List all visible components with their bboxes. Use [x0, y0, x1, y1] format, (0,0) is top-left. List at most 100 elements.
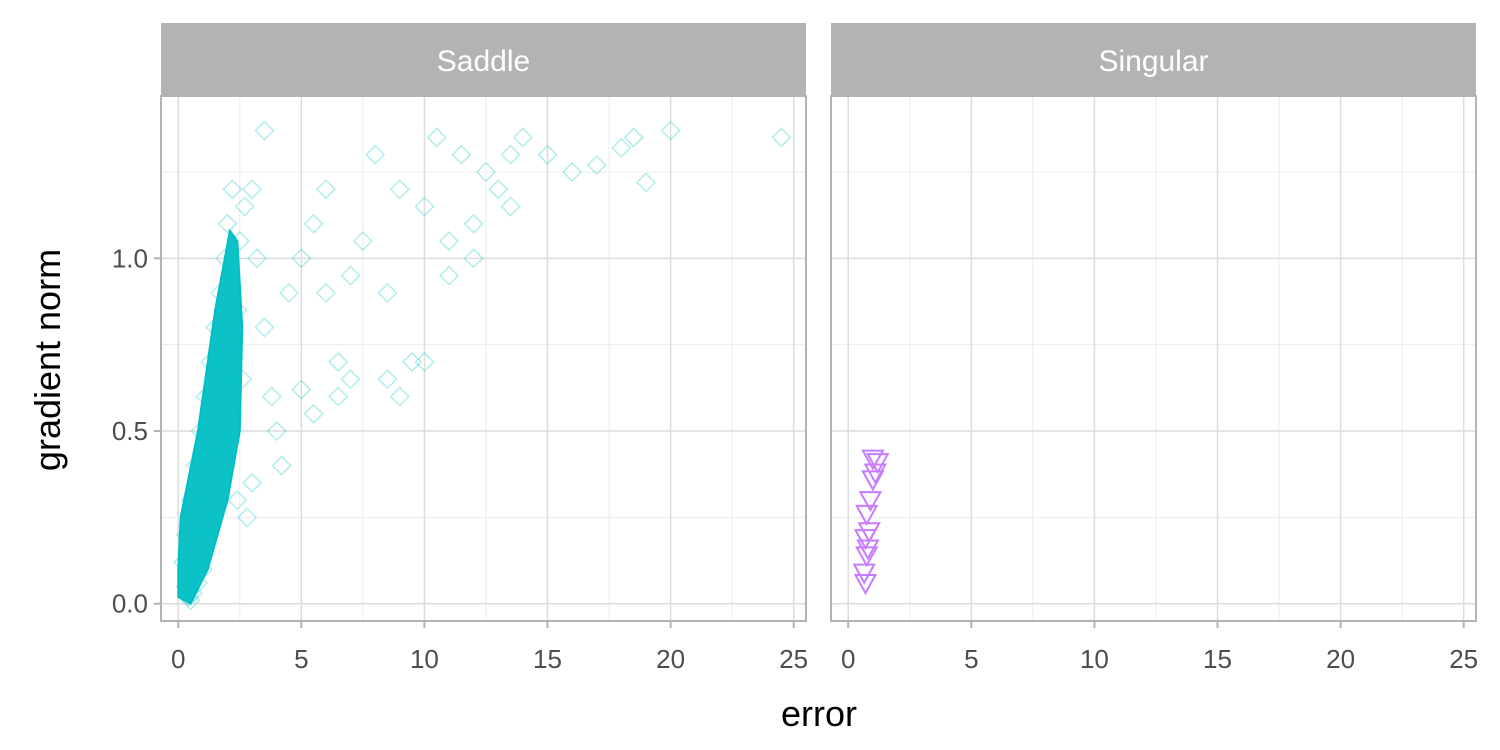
data-point	[175, 576, 196, 597]
x-tick-label: 20	[1326, 644, 1355, 674]
data-point	[207, 448, 228, 469]
data-point	[328, 386, 349, 407]
data-point	[463, 213, 484, 234]
data-point	[291, 379, 312, 400]
data-point	[254, 120, 275, 141]
data-point	[229, 231, 250, 252]
data-point	[173, 552, 194, 573]
data-point	[438, 265, 460, 286]
data-point	[175, 524, 196, 545]
x-tick-label: 15	[1203, 644, 1232, 674]
x-tick-label: 25	[1449, 644, 1478, 674]
data-point	[197, 490, 218, 511]
data-point	[512, 127, 533, 148]
data-point	[365, 144, 386, 165]
data-point	[232, 369, 253, 390]
data-point	[660, 120, 681, 141]
data-point	[857, 522, 881, 544]
data-point	[266, 420, 287, 442]
x-tick-label: 20	[656, 644, 685, 674]
y-axis-title: gradient norm	[27, 249, 68, 471]
x-tick-label: 25	[779, 644, 808, 674]
facet-strip-label: Saddle	[437, 45, 530, 78]
data-point	[227, 300, 248, 321]
data-point	[537, 144, 558, 165]
panel-border	[160, 95, 807, 622]
data-point	[246, 248, 268, 269]
data-point	[217, 379, 238, 400]
data-point	[451, 144, 472, 165]
data-point	[182, 583, 204, 604]
data-point	[463, 248, 484, 269]
facet-strip	[161, 23, 806, 96]
data-point	[389, 386, 410, 407]
x-tick-label: 0	[171, 644, 185, 674]
x-tick-label: 5	[964, 644, 978, 674]
data-point	[340, 265, 361, 286]
x-tick-label: 15	[533, 644, 562, 674]
y-tick-label: 0.0	[112, 589, 148, 619]
data-point	[234, 196, 255, 217]
y-tick-label: 0.5	[112, 416, 148, 446]
data-point	[202, 472, 223, 493]
data-point	[200, 351, 221, 373]
data-point	[222, 179, 243, 200]
data-point	[261, 386, 282, 407]
data-point	[866, 453, 890, 475]
data-point	[242, 472, 263, 493]
x-tick-label: 10	[1080, 644, 1109, 674]
data-point	[426, 127, 447, 148]
data-point	[635, 172, 657, 193]
data-point	[217, 213, 238, 234]
data-point	[500, 196, 521, 217]
data-point	[185, 455, 206, 476]
data-point	[180, 590, 201, 611]
data-point	[377, 282, 398, 303]
data-point	[414, 196, 435, 217]
y-tick-label: 1.0	[112, 243, 148, 273]
data-point	[861, 470, 885, 492]
facet-strip-label: Singular	[1098, 45, 1208, 78]
data-point	[475, 161, 497, 183]
data-point	[488, 179, 509, 200]
data-point	[853, 574, 878, 596]
data-point	[315, 179, 337, 200]
data-point	[214, 248, 236, 269]
data-point	[328, 351, 349, 373]
data-point	[210, 282, 231, 303]
data-point	[192, 559, 213, 580]
data-point	[340, 369, 361, 390]
data-point	[178, 586, 199, 607]
data-point	[771, 127, 792, 148]
panel-border	[830, 95, 1477, 622]
data-point	[402, 351, 423, 373]
data-point	[315, 282, 337, 303]
x-tick-label: 0	[841, 644, 855, 674]
panels-layer: Saddle 0 5 10 15 20 25 0.0 0.5 1.0 Singular 0 5 10 15 2…	[112, 23, 1478, 674]
facet-strip	[831, 23, 1476, 96]
data-point	[852, 563, 876, 585]
data-point	[271, 455, 292, 476]
data-point	[858, 491, 883, 513]
panel-singular: Singular 0 5 10 15 20 25	[830, 23, 1478, 674]
x-tick-label: 5	[294, 644, 308, 674]
data-point	[389, 179, 410, 200]
data-point	[192, 507, 213, 528]
data-point	[180, 490, 201, 511]
data-point	[205, 317, 226, 338]
data-point	[854, 504, 879, 526]
data-point	[303, 213, 324, 234]
data-point	[562, 161, 583, 183]
data-point	[352, 231, 373, 252]
data-point	[190, 420, 211, 442]
data-point	[861, 449, 885, 471]
data-point	[187, 524, 208, 545]
data-point	[278, 282, 300, 303]
data-point	[237, 507, 258, 528]
data-point	[212, 438, 233, 459]
data-point	[242, 179, 263, 200]
data-point	[222, 403, 243, 424]
data-point	[303, 403, 324, 424]
panel-saddle: Saddle 0 5 10 15 20 25 0.0 0.5 1.0	[112, 23, 808, 674]
